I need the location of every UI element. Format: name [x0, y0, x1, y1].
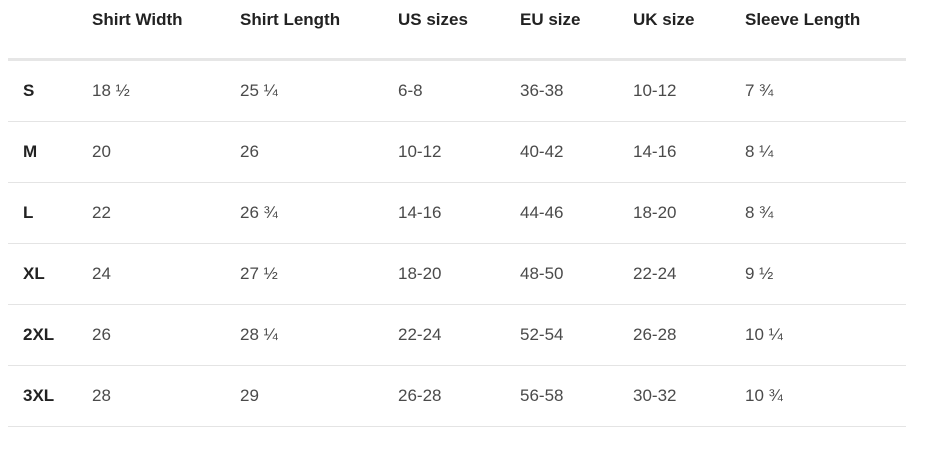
table-cell: 28: [92, 365, 240, 427]
column-header-label: Shirt Width: [92, 9, 183, 29]
table-cell: 8 ¼: [745, 121, 906, 183]
column-header: Shirt Width: [92, 0, 240, 61]
table-cell: 8 ¾: [745, 182, 906, 244]
table-cell: 10-12: [398, 121, 520, 183]
table-cell: 7 ¾: [745, 59, 906, 122]
table-cell: 18-20: [398, 243, 520, 305]
column-header: US sizes: [398, 0, 520, 61]
table-row: M 20 26 10-12 40-42 14-16 8 ¼: [8, 121, 906, 183]
column-header-label: EU size: [520, 9, 581, 29]
table-cell: 10-12: [633, 59, 745, 122]
table-cell: 25 ¼: [240, 59, 398, 122]
header-row: Shirt Width Shirt Length US sizes EU size UK…: [8, 0, 906, 61]
table-cell: 30-32: [633, 365, 745, 427]
column-header: [8, 0, 92, 61]
table-cell: 26: [92, 304, 240, 366]
table-cell: 18 ½: [92, 59, 240, 122]
size-label: 2XL: [8, 304, 92, 366]
column-header-label: Sleeve Length: [745, 9, 861, 29]
table-row: 2XL 26 28 ¼ 22-24 52-54 26-28 10 ¼: [8, 304, 906, 366]
column-header: EU size: [520, 0, 633, 61]
column-header-label: US sizes: [398, 9, 468, 29]
size-label: 3XL: [8, 365, 92, 427]
table-cell: 26-28: [398, 365, 520, 427]
table-cell: 26 ¾: [240, 182, 398, 244]
table-row: L 22 26 ¾ 14-16 44-46 18-20 8 ¾: [8, 182, 906, 244]
table-row: 3XL 28 29 26-28 56-58 30-32 10 ¾: [8, 365, 906, 427]
table-cell: 9 ½: [745, 243, 906, 305]
table-cell: 20: [92, 121, 240, 183]
table-cell: 22: [92, 182, 240, 244]
table-cell: 44-46: [520, 182, 633, 244]
table-cell: 10 ¼: [745, 304, 906, 366]
column-header: UK size: [633, 0, 745, 61]
table-cell: 27 ½: [240, 243, 398, 305]
table-cell: 48-50: [520, 243, 633, 305]
table-cell: 26: [240, 121, 398, 183]
table-row: S 18 ½ 25 ¼ 6-8 36-38 10-12 7 ¾: [8, 59, 906, 122]
table-cell: 28 ¼: [240, 304, 398, 366]
table-cell: 29: [240, 365, 398, 427]
size-label: L: [8, 182, 92, 244]
table-cell: 10 ¾: [745, 365, 906, 427]
table-cell: 14-16: [398, 182, 520, 244]
table-cell: 36-38: [520, 59, 633, 122]
size-label: S: [8, 59, 92, 122]
table-cell: 52-54: [520, 304, 633, 366]
table-row: XL 24 27 ½ 18-20 48-50 22-24 9 ½: [8, 243, 906, 305]
column-header-label: UK size: [633, 9, 695, 29]
table-cell: 40-42: [520, 121, 633, 183]
table-cell: 26-28: [633, 304, 745, 366]
size-label: XL: [8, 243, 92, 305]
column-header: Sleeve Length: [745, 0, 906, 61]
table-cell: 14-16: [633, 121, 745, 183]
column-header: Shirt Length: [240, 0, 398, 61]
table-cell: 22-24: [398, 304, 520, 366]
table-cell: 24: [92, 243, 240, 305]
table-cell: 22-24: [633, 243, 745, 305]
column-header-label: Shirt Length: [240, 9, 341, 29]
table-cell: 6-8: [398, 59, 520, 122]
size-label: M: [8, 121, 92, 183]
table-cell: 56-58: [520, 365, 633, 427]
size-chart-table: Shirt Width Shirt Length US sizes EU size UK…: [8, 0, 906, 427]
table-cell: 18-20: [633, 182, 745, 244]
